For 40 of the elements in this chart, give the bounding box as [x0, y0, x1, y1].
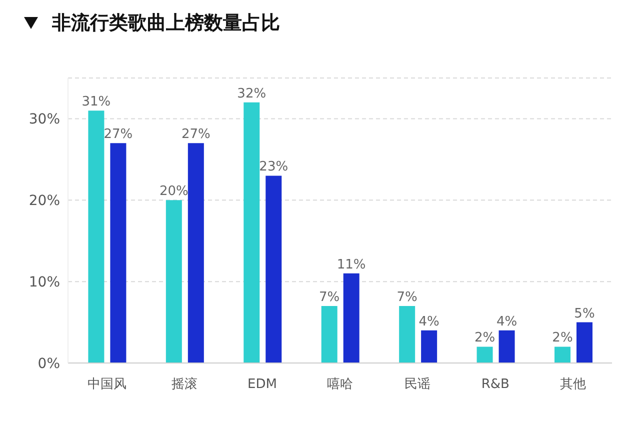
data-label: 4%: [496, 314, 518, 330]
x-tick-label: 摇滚: [172, 377, 198, 392]
bar: [399, 306, 416, 363]
x-tick-label: R&B: [481, 377, 510, 392]
bar: [166, 200, 182, 363]
y-tick-label: 20%: [28, 193, 60, 210]
y-tick-label: 10%: [28, 274, 60, 291]
data-label: 2%: [552, 330, 573, 346]
data-label: 2%: [474, 330, 496, 346]
chart-title: 非流行类歌曲上榜数量占比: [52, 11, 280, 36]
bar: [88, 110, 104, 363]
bar: [554, 346, 570, 363]
bar: [244, 102, 260, 363]
y-tick-label: 30%: [28, 112, 60, 128]
data-label: 23%: [259, 160, 288, 175]
x-tick-label: EDM: [248, 377, 278, 392]
bar: [110, 143, 126, 363]
data-label: 5%: [574, 306, 595, 322]
bar: [498, 330, 515, 363]
bar: [476, 346, 493, 363]
x-tick-label: 嘻哈: [327, 377, 353, 392]
x-tick-label: 其他: [560, 377, 586, 392]
y-tick-label: 0%: [38, 356, 60, 372]
bar: [576, 322, 592, 363]
data-label: 32%: [237, 86, 266, 102]
bar: [343, 273, 360, 363]
data-label: 11%: [336, 257, 366, 272]
x-tick-label: 民谣: [404, 377, 431, 392]
x-tick-label: 中国风: [87, 377, 126, 392]
data-label: 7%: [319, 290, 340, 305]
data-label: 27%: [104, 127, 133, 142]
data-label: 31%: [82, 94, 111, 110]
bar: [188, 143, 204, 363]
bar: [421, 330, 438, 363]
data-label: 4%: [418, 314, 440, 330]
data-label: 20%: [159, 184, 188, 200]
bar: [266, 176, 282, 363]
bar: [321, 306, 338, 363]
data-label: 7%: [396, 290, 418, 305]
data-label: 27%: [181, 127, 210, 142]
